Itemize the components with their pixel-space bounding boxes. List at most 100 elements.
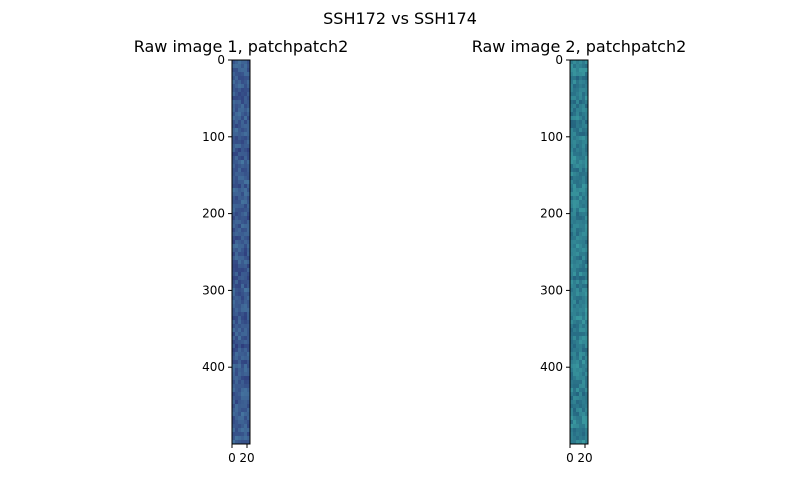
heatmap-cell xyxy=(241,364,245,369)
heatmap-cell xyxy=(576,128,580,133)
heatmap-cell xyxy=(573,112,577,117)
heatmap-cell xyxy=(247,116,251,121)
heatmap-cell xyxy=(570,248,574,253)
heatmap-cell xyxy=(579,76,583,81)
heatmap-cell xyxy=(235,156,239,161)
heatmap-cell xyxy=(573,392,577,397)
heatmap-cell xyxy=(585,232,589,237)
heatmap-cell xyxy=(238,120,242,125)
heatmap-cell xyxy=(238,340,242,345)
heatmap-cell xyxy=(232,392,236,397)
heatmap-cell xyxy=(585,160,589,165)
heatmap-cell xyxy=(241,288,245,293)
heatmap-cell xyxy=(579,80,583,85)
heatmap-cell xyxy=(576,288,580,293)
heatmap-cell xyxy=(585,300,589,305)
heatmap-cell xyxy=(573,152,577,157)
heatmap-cell xyxy=(579,84,583,89)
heatmap-cell xyxy=(244,104,248,109)
heatmap-cell xyxy=(570,360,574,365)
heatmap-cell xyxy=(244,384,248,389)
heatmap-cell xyxy=(232,164,236,169)
heatmap-cell xyxy=(244,332,248,337)
heatmap-cell xyxy=(570,300,574,305)
heatmap-cell xyxy=(570,204,574,209)
heatmap-cell xyxy=(244,140,248,145)
heatmap-cell xyxy=(585,404,589,409)
heatmap-cell xyxy=(235,180,239,185)
heatmap-cell xyxy=(579,64,583,69)
heatmap-cell xyxy=(235,100,239,105)
heatmap-cell xyxy=(244,424,248,429)
heatmap-cell xyxy=(247,312,251,317)
heatmap-cell xyxy=(570,100,574,105)
heatmap-cell xyxy=(576,436,580,441)
heatmap-cell xyxy=(238,428,242,433)
heatmap-cell xyxy=(247,156,251,161)
heatmap-cell xyxy=(570,144,574,149)
heatmap-cell xyxy=(238,284,242,289)
heatmap-cell xyxy=(238,160,242,165)
heatmap-cell xyxy=(232,128,236,133)
heatmap-cell xyxy=(238,256,242,261)
heatmap-cell xyxy=(232,200,236,205)
heatmap-cell xyxy=(579,228,583,233)
heatmap-cell xyxy=(232,304,236,309)
heatmap-cell xyxy=(244,120,248,125)
heatmap-cell xyxy=(582,428,586,433)
heatmap-cell xyxy=(573,436,577,441)
heatmap-cell xyxy=(238,252,242,257)
heatmap-cell xyxy=(579,336,583,341)
heatmap-cell xyxy=(238,196,242,201)
heatmap-cell xyxy=(241,272,245,277)
heatmap-cell xyxy=(585,376,589,381)
heatmap-cell xyxy=(238,380,242,385)
heatmap-cell xyxy=(238,388,242,393)
heatmap-cell xyxy=(570,380,574,385)
heatmap-cell xyxy=(241,352,245,357)
heatmap-cell xyxy=(576,112,580,117)
heatmap-cell xyxy=(244,376,248,381)
heatmap-cell xyxy=(570,280,574,285)
heatmap-cell xyxy=(238,364,242,369)
heatmap-cell xyxy=(579,184,583,189)
heatmap-cell xyxy=(241,332,245,337)
heatmap-cell xyxy=(573,204,577,209)
heatmap-cell xyxy=(247,316,251,321)
heatmap-cell xyxy=(585,72,589,77)
heatmap-cell xyxy=(247,128,251,133)
heatmap-cell xyxy=(570,408,574,413)
heatmap-cell xyxy=(573,368,577,373)
heatmap-cell xyxy=(582,64,586,69)
heatmap-cell xyxy=(585,348,589,353)
heatmap-cell xyxy=(238,408,242,413)
heatmap-cell xyxy=(579,96,583,101)
heatmap-cell xyxy=(235,248,239,253)
heatmap-cell xyxy=(573,344,577,349)
heatmap-cell xyxy=(576,152,580,157)
heatmap-cell xyxy=(573,384,577,389)
heatmap-cell xyxy=(241,436,245,441)
heatmap-cell xyxy=(585,64,589,69)
heatmap-cell xyxy=(582,292,586,297)
heatmap-cell xyxy=(582,204,586,209)
heatmap-cell xyxy=(579,160,583,165)
heatmap-cell xyxy=(241,176,245,181)
heatmap-cell xyxy=(585,436,589,441)
heatmap-cell xyxy=(576,204,580,209)
heatmap-cell xyxy=(244,180,248,185)
heatmap-cell xyxy=(585,380,589,385)
heatmap-cell xyxy=(573,440,577,445)
heatmap-cell xyxy=(582,392,586,397)
heatmap-cell xyxy=(232,124,236,129)
heatmap-cell xyxy=(576,88,580,93)
heatmap-cell xyxy=(232,168,236,173)
axes-frame xyxy=(569,59,589,445)
heatmap-cell xyxy=(570,424,574,429)
heatmap-cell xyxy=(582,160,586,165)
heatmap-cell xyxy=(570,388,574,393)
heatmap-cell xyxy=(244,276,248,281)
heatmap-cell xyxy=(244,368,248,373)
heatmap-cell xyxy=(241,164,245,169)
